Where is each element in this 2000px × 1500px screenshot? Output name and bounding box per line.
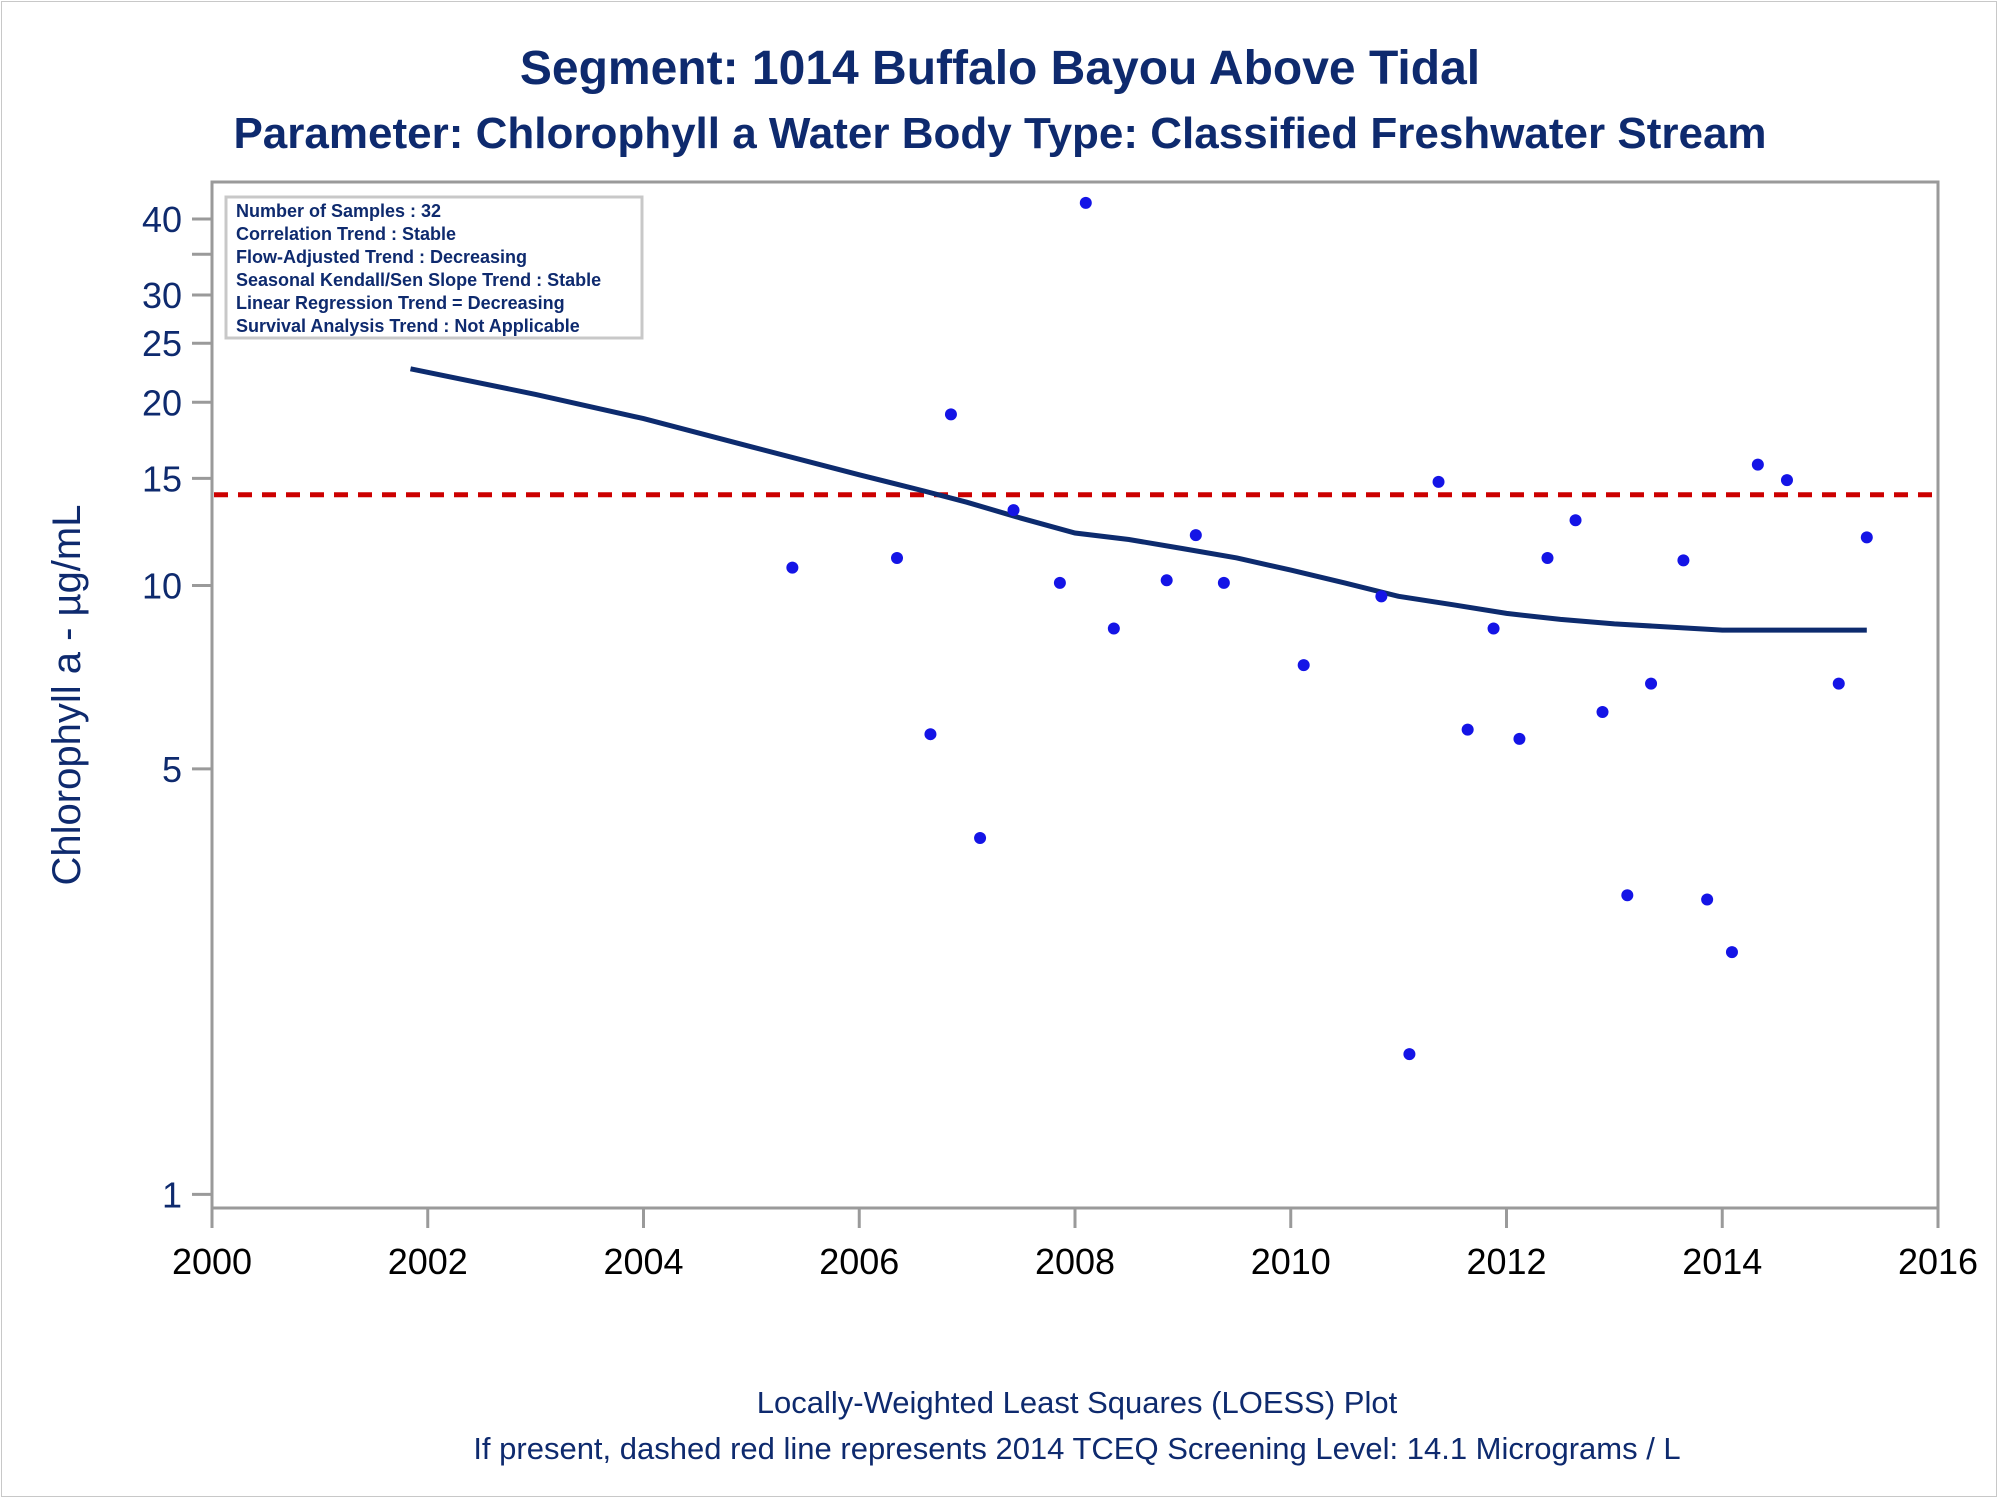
data-point (1217, 576, 1230, 589)
data-point (944, 408, 957, 421)
data-point (1461, 723, 1474, 736)
data-point (1751, 458, 1764, 471)
x-tick-label: 2000 (172, 1241, 252, 1282)
stats-line: Number of Samples : 32 (236, 201, 441, 221)
data-point (1513, 732, 1526, 745)
x-tick-label: 2016 (1898, 1241, 1978, 1282)
x-tick-label: 2008 (1035, 1241, 1115, 1282)
data-points (404, 196, 1873, 1061)
data-point (1541, 551, 1554, 564)
chart-subtitle: Parameter: Chlorophyll a Water Body Type… (233, 109, 1766, 158)
data-point (1053, 576, 1066, 589)
data-point (1007, 504, 1020, 517)
y-axis-label: Chlorophyll a - µg/mL (45, 505, 89, 886)
y-tick-label: 20 (142, 382, 182, 423)
y-tick-label: 25 (142, 323, 182, 364)
y-tick-label: 40 (142, 199, 182, 240)
data-point (1189, 529, 1202, 542)
footnote-1: Locally-Weighted Least Squares (LOESS) P… (757, 1385, 1398, 1420)
data-point (1375, 590, 1388, 603)
data-point (786, 561, 799, 574)
data-point (1596, 705, 1609, 718)
footnote-2: If present, dashed red line represents 2… (473, 1431, 1680, 1466)
data-point (1403, 1048, 1416, 1061)
y-tick-label: 1 (162, 1174, 182, 1215)
data-point (1701, 893, 1714, 906)
stats-line: Linear Regression Trend = Decreasing (236, 293, 565, 313)
stats-line: Flow-Adjusted Trend : Decreasing (236, 247, 527, 267)
stats-line: Survival Analysis Trend : Not Applicable (236, 316, 580, 336)
x-tick-label: 2010 (1251, 1241, 1331, 1282)
stats-box: Number of Samples : 32 Correlation Trend… (224, 195, 644, 340)
data-point (1487, 622, 1500, 635)
data-point (1079, 196, 1092, 209)
y-tick-label: 10 (142, 566, 182, 607)
stats-line: Seasonal Kendall/Sen Slope Trend : Stabl… (236, 270, 601, 290)
data-point (1832, 677, 1845, 690)
stats-box-border (224, 195, 644, 340)
data-point (1621, 889, 1634, 902)
data-point (1645, 677, 1658, 690)
data-point (1107, 622, 1120, 635)
x-tick-label: 2004 (603, 1241, 683, 1282)
data-point (1569, 514, 1582, 527)
data-point (1860, 531, 1873, 544)
data-point (1297, 659, 1310, 672)
y-tick-label: 5 (162, 749, 182, 790)
x-tick-label: 2014 (1682, 1241, 1762, 1282)
y-tick-label: 30 (142, 275, 182, 316)
x-tick-label: 2012 (1466, 1241, 1546, 1282)
x-tick-label: 2006 (819, 1241, 899, 1282)
chart-title: Segment: 1014 Buffalo Bayou Above Tidal (520, 42, 1480, 95)
data-point (1725, 946, 1738, 959)
x-tick-label: 2002 (388, 1241, 468, 1282)
stats-line: Correlation Trend : Stable (236, 224, 456, 244)
data-point (1780, 474, 1793, 487)
data-point (891, 551, 904, 564)
data-point (974, 831, 987, 844)
data-point (1677, 554, 1690, 567)
data-point (1432, 475, 1445, 488)
data-point (924, 728, 937, 741)
data-point (1160, 574, 1173, 587)
y-tick-label: 15 (142, 458, 182, 499)
loess-curve (409, 366, 1867, 633)
x-axis: 2000 2002 2004 2006 2008 2010 2012 2014 2016 (172, 1208, 1978, 1282)
